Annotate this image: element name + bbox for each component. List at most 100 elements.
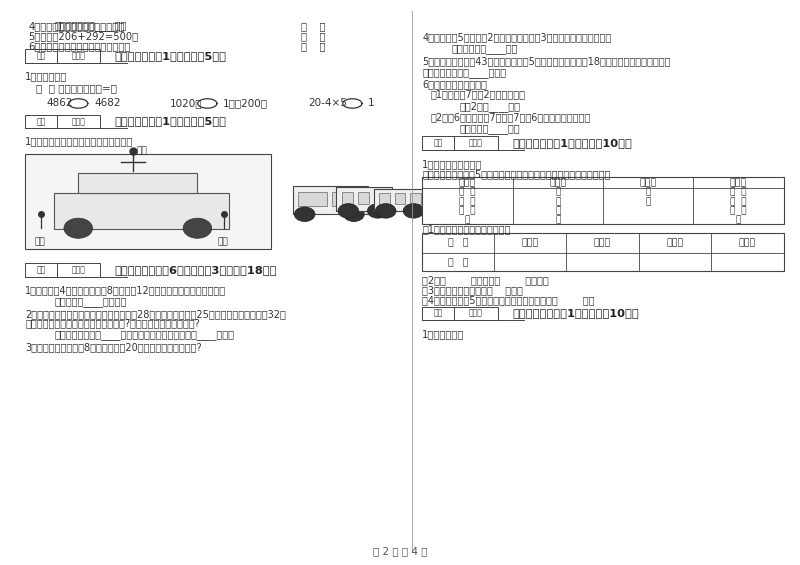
Text: 正  正: 正 正 <box>730 206 746 215</box>
Text: 正: 正 <box>555 188 561 197</box>
Text: 正  正: 正 正 <box>459 206 476 215</box>
Text: 正: 正 <box>555 206 561 215</box>
Text: 3．坐一次摩天轮需要8元，淘气带了20元钱，最多可以坐几次?: 3．坐一次摩天轮需要8元，淘气带了20元钱，最多可以坐几次? <box>25 342 202 352</box>
FancyBboxPatch shape <box>25 115 101 128</box>
Text: 中巴车: 中巴车 <box>639 178 657 187</box>
FancyBboxPatch shape <box>422 137 498 150</box>
Text: 下: 下 <box>555 215 561 224</box>
Text: 销   数: 销 数 <box>448 258 468 267</box>
FancyBboxPatch shape <box>358 192 369 204</box>
FancyBboxPatch shape <box>25 263 101 277</box>
Text: 正  正: 正 正 <box>459 197 476 206</box>
Text: 1．果园里有4行苹果树，每行8棵，还有12棵梨树，一共有多少棵果树？: 1．果园里有4行苹果树，每行8棵，还有12棵梨树，一共有多少棵果树？ <box>25 285 226 295</box>
Text: （1）每排坐7人，2排坐多少人？: （1）每排坐7人，2排坐多少人？ <box>430 89 525 99</box>
Text: 答：一共卖了____元。: 答：一共卖了____元。 <box>452 44 518 54</box>
FancyBboxPatch shape <box>422 233 784 271</box>
Circle shape <box>343 207 364 221</box>
Text: 十一、附加题（共1大题，共计10分）: 十一、附加题（共1大题，共计10分） <box>512 308 638 318</box>
FancyBboxPatch shape <box>25 154 271 249</box>
Text: 得分: 得分 <box>36 266 46 275</box>
Text: 小东: 小东 <box>34 238 46 247</box>
FancyBboxPatch shape <box>78 173 198 193</box>
FancyBboxPatch shape <box>422 177 784 224</box>
Text: （    ）: （ ） <box>301 41 325 51</box>
Text: 1．请你连一连，下面分别是谁看到的？: 1．请你连一连，下面分别是谁看到的？ <box>25 137 134 146</box>
Text: 评卷人: 评卷人 <box>72 117 86 126</box>
Text: （    ）: （ ） <box>301 21 325 31</box>
Text: 十、综合题（共1大题，共计10分）: 十、综合题（共1大题，共计10分） <box>512 138 632 148</box>
FancyBboxPatch shape <box>54 193 229 229</box>
Text: 正: 正 <box>555 197 561 206</box>
FancyBboxPatch shape <box>298 192 326 206</box>
Text: 得分: 得分 <box>36 51 46 60</box>
Text: 得分: 得分 <box>36 117 46 126</box>
Circle shape <box>338 203 358 218</box>
Text: 6、一张长方形纸的四个角都是直角。: 6、一张长方形纸的四个角都是直角。 <box>28 41 130 51</box>
Text: 1．我是小小统计员。: 1．我是小小统计员。 <box>422 159 482 169</box>
Text: 1: 1 <box>368 98 375 108</box>
FancyBboxPatch shape <box>332 192 360 206</box>
Text: 种   类: 种 类 <box>448 238 468 247</box>
Text: 六、比一比（共1大题，共计5分）: 六、比一比（共1大题，共计5分） <box>114 51 226 61</box>
Text: 正: 正 <box>646 188 651 197</box>
Text: 4862: 4862 <box>46 98 73 108</box>
Text: 4、量小鸭鸭的身长用毫米作单位。: 4、量小鸭鸭的身长用毫米作单位。 <box>28 21 125 31</box>
Circle shape <box>403 203 424 218</box>
FancyBboxPatch shape <box>374 189 428 211</box>
FancyBboxPatch shape <box>337 188 392 211</box>
Text: （3）中巴车比小汽车少（    ）辆。: （3）中巴车比小汽车少（ ）辆。 <box>422 285 523 295</box>
Text: 4682: 4682 <box>94 98 121 108</box>
FancyBboxPatch shape <box>342 192 353 204</box>
Text: 20-4×5: 20-4×5 <box>309 98 347 108</box>
Text: 1．快乐购物。: 1．快乐购物。 <box>422 329 465 339</box>
Text: 七、连一连（共1大题，共计5分）: 七、连一连（共1大题，共计5分） <box>114 116 226 127</box>
Text: 评卷人: 评卷人 <box>469 138 482 147</box>
Text: 1020克: 1020克 <box>170 98 202 108</box>
Text: 小汽车: 小汽车 <box>522 238 538 247</box>
FancyBboxPatch shape <box>25 49 101 63</box>
FancyBboxPatch shape <box>379 193 390 204</box>
Text: 得分: 得分 <box>434 308 442 318</box>
Text: 6．新学期老师排座位。: 6．新学期老师排座位。 <box>422 79 487 89</box>
Circle shape <box>367 203 388 218</box>
Text: 评卷人: 评卷人 <box>469 308 482 318</box>
Text: 欢欢站在马路边，对5分钟内经过的车辆进行了统计，情况如下图所示。: 欢欢站在马路边，对5分钟内经过的车辆进行了统计，情况如下图所示。 <box>422 169 610 179</box>
Circle shape <box>375 203 396 218</box>
Text: 电瓶车: 电瓶车 <box>739 238 756 247</box>
Text: 评卷人: 评卷人 <box>72 266 86 275</box>
Text: 正: 正 <box>736 215 742 224</box>
Text: 面包车: 面包车 <box>549 178 566 187</box>
Text: 八、解决问题（共6小题，每题3分，共计18分）: 八、解决问题（共6小题，每题3分，共计18分） <box>114 265 278 275</box>
Circle shape <box>64 218 93 238</box>
Text: 小明: 小明 <box>218 238 228 247</box>
Text: 答：王大爷批发了____千克的水果，现在比原来少了____千克。: 答：王大爷批发了____千克的水果，现在比原来少了____千克。 <box>54 330 234 340</box>
FancyBboxPatch shape <box>394 193 406 204</box>
Text: 1千克200克: 1千克200克 <box>223 98 268 108</box>
FancyBboxPatch shape <box>374 192 385 204</box>
Text: 答：现在学校里有____棵树。: 答：现在学校里有____棵树。 <box>422 68 506 78</box>
Text: （1）把统计的结果填在下表中。: （1）把统计的结果填在下表中。 <box>422 224 510 234</box>
Text: （2）有6排，每排坐7人，第7排坐6人，一共有多少人？: （2）有6排，每排坐7人，第7排坐6人，一共有多少人？ <box>430 112 590 123</box>
Text: 答：2排坐____人。: 答：2排坐____人。 <box>459 101 521 112</box>
Text: （    ）: （ ） <box>301 31 325 41</box>
Text: 小汽车: 小汽车 <box>459 178 476 187</box>
Circle shape <box>183 218 212 238</box>
Text: 4．商店卖出5包白糖和2包红糖，平均每包3元钱，一共卖了多少钱？: 4．商店卖出5包白糖和2包红糖，平均每包3元钱，一共卖了多少钱？ <box>422 32 611 42</box>
Text: （2）（        ）最多，（        ）最少。: （2）（ ）最多，（ ）最少。 <box>422 275 549 285</box>
Text: （4）如果再观察5分钟，经过最多的车辆可能是（        ）。: （4）如果再观察5分钟，经过最多的车辆可能是（ ）。 <box>422 295 594 305</box>
Text: 克水果，王大爷批发了多少千克的水果?现在比原来少了多少千克?: 克水果，王大爷批发了多少千克的水果?现在比原来少了多少千克? <box>25 318 200 328</box>
FancyBboxPatch shape <box>410 193 421 204</box>
Text: 正  正: 正 正 <box>730 188 746 197</box>
Text: 第 2 页 共 4 页: 第 2 页 共 4 页 <box>373 546 427 556</box>
Text: 正  正: 正 正 <box>730 197 746 206</box>
Text: 答：一共有____棵果树。: 答：一共有____棵果树。 <box>54 297 126 307</box>
Text: 电瓶车: 电瓶车 <box>730 178 747 187</box>
Text: 5．学校里原来种了43棵树，今年死了5棵，植树节时又种了18棵，现在学校里有几棵树？: 5．学校里原来种了43棵树，今年死了5棵，植树节时又种了18棵，现在学校里有几棵… <box>422 56 670 66</box>
Text: 面包车: 面包车 <box>594 238 611 247</box>
FancyBboxPatch shape <box>293 186 368 214</box>
Text: 正  正: 正 正 <box>459 188 476 197</box>
Circle shape <box>294 207 315 221</box>
FancyBboxPatch shape <box>422 307 498 320</box>
Text: 正: 正 <box>465 215 470 224</box>
Text: 小红: 小红 <box>137 146 147 155</box>
